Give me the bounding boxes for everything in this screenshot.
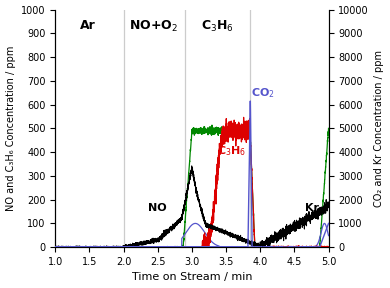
Text: CO$_2$: CO$_2$ [252, 86, 275, 100]
X-axis label: Time on Stream / min: Time on Stream / min [132, 272, 252, 283]
Text: Ar: Ar [80, 19, 95, 32]
Text: C$_3$H$_6$: C$_3$H$_6$ [216, 144, 246, 158]
Text: NO+O$_2$: NO+O$_2$ [129, 19, 178, 34]
Text: Kr: Kr [305, 203, 319, 213]
Y-axis label: CO₂ and Kr Concentration / ppm: CO₂ and Kr Concentration / ppm [374, 50, 385, 207]
Text: C$_3$H$_6$: C$_3$H$_6$ [201, 19, 234, 34]
Text: NO: NO [147, 203, 166, 213]
Y-axis label: NO and C₃H₆ Concentration / ppm: NO and C₃H₆ Concentration / ppm [5, 46, 16, 211]
